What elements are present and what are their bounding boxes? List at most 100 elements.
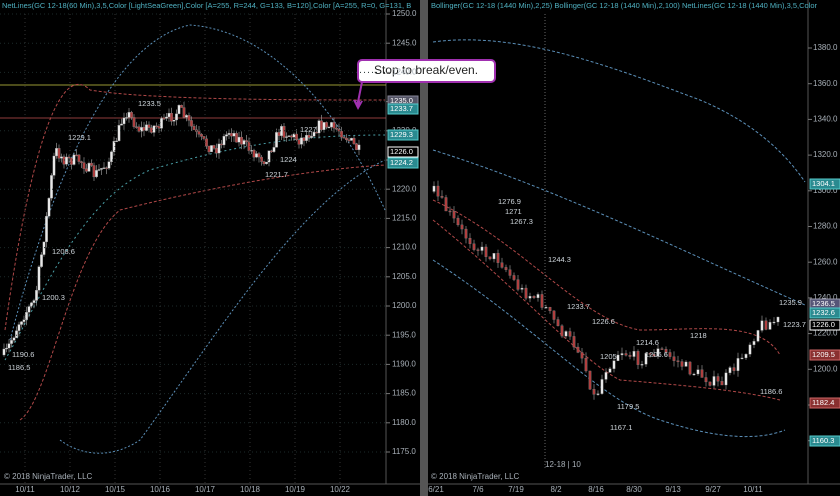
candle-body xyxy=(728,367,732,374)
candle-body xyxy=(508,269,512,276)
candle-body xyxy=(252,150,256,158)
candle-body xyxy=(205,138,208,147)
candle-body xyxy=(432,185,436,192)
candle-body xyxy=(127,112,131,118)
candle-body xyxy=(92,165,96,178)
x-tick-label: 10/17 xyxy=(195,485,216,494)
candle-body xyxy=(464,228,468,239)
candle-body xyxy=(708,381,712,386)
candle-body xyxy=(120,123,123,126)
candle-body xyxy=(225,134,228,137)
candle-body xyxy=(772,321,776,324)
chart-label: 1208.6 xyxy=(52,247,75,256)
left-header: NetLines(GC 12-18(60 Min),3,5,Color [Lig… xyxy=(2,1,411,10)
candle-body xyxy=(310,136,313,138)
y-tick-label: 1200.0 xyxy=(813,364,838,373)
candle-body xyxy=(180,105,183,108)
candle-body xyxy=(282,126,286,138)
candle-body xyxy=(257,153,261,158)
x-tick-label: 10/11 xyxy=(743,485,763,494)
price-box xyxy=(809,319,840,331)
y-tick-label: 1360.0 xyxy=(813,79,838,88)
candle-body xyxy=(110,151,113,162)
candle-body xyxy=(272,147,276,152)
candle-body xyxy=(192,126,196,130)
candle-body xyxy=(160,118,163,129)
candle-body xyxy=(492,253,496,260)
candle-body xyxy=(684,361,688,367)
candle-body xyxy=(217,143,221,154)
candle-body xyxy=(87,162,91,172)
candle-body xyxy=(235,133,238,143)
candle-body xyxy=(332,122,336,129)
y-tick-label: 1245.0 xyxy=(392,38,417,47)
candle-body xyxy=(77,154,81,162)
candle-body xyxy=(484,246,488,257)
chart-label: 1186.6 xyxy=(760,387,782,396)
candle-body xyxy=(660,348,664,350)
price-box xyxy=(809,307,840,319)
candle-body xyxy=(644,353,648,365)
candle-body xyxy=(287,135,291,137)
candle-body xyxy=(448,210,452,213)
candle-body xyxy=(676,360,680,362)
panel-divider xyxy=(420,0,428,496)
chart-label: 1224 xyxy=(280,155,297,164)
y-tick-label: 1340.0 xyxy=(813,115,838,124)
candle-body xyxy=(102,167,106,169)
right-bands xyxy=(432,39,806,438)
x-tick-label: 10/12 xyxy=(60,485,81,494)
candle-body xyxy=(564,331,568,337)
candle-body xyxy=(692,373,696,376)
candle-body xyxy=(190,120,193,127)
copyright: © 2018 NinjaTrader, LLC xyxy=(4,472,93,481)
candle-body xyxy=(580,352,584,359)
candle-body xyxy=(7,343,11,349)
lower-band xyxy=(19,164,386,421)
x-tick-label: 9/27 xyxy=(705,485,721,494)
candle-body xyxy=(270,150,273,152)
chart-label: 1229.1 xyxy=(68,133,91,142)
candle-body xyxy=(612,360,616,369)
chart-label: 1190.6 xyxy=(12,350,34,359)
candle-body xyxy=(345,137,348,141)
candle-body xyxy=(472,243,476,250)
candle-body xyxy=(322,122,326,130)
candle-body xyxy=(90,162,93,166)
candle-body xyxy=(696,369,700,375)
y-tick-label: 1190.0 xyxy=(392,360,416,369)
candle-body xyxy=(440,196,444,198)
candle-body xyxy=(748,344,752,355)
chart-label: 1267.3 xyxy=(510,217,533,226)
candle-body xyxy=(222,136,226,146)
price-label: 1209.5 xyxy=(812,350,835,359)
candle-body xyxy=(340,130,343,138)
y-tick-label: 1200.0 xyxy=(392,301,417,310)
candle-body xyxy=(560,325,564,337)
candle-body xyxy=(230,133,233,137)
candle-body xyxy=(305,134,308,141)
candle-body xyxy=(50,175,53,199)
candle-body xyxy=(516,279,520,290)
candle-body xyxy=(540,294,544,308)
candle-body xyxy=(476,249,480,251)
candle-body xyxy=(604,372,608,380)
candle-body xyxy=(245,140,248,142)
candle-body xyxy=(82,162,86,169)
candle-body xyxy=(220,143,223,146)
candle-body xyxy=(135,126,138,128)
candle-body xyxy=(290,135,293,138)
candle-body xyxy=(576,346,580,353)
right-header: Bollinger(GC 12-18 (1440 Min),2,25) Boll… xyxy=(431,1,818,10)
candle-body xyxy=(636,351,640,365)
price-box xyxy=(387,103,419,115)
candle-body xyxy=(75,154,78,157)
chart-label: 1233.7 xyxy=(567,302,590,311)
candle-body xyxy=(628,355,632,357)
candle-body xyxy=(496,253,500,263)
price-box xyxy=(809,397,840,409)
y-tick-label: 1300.0 xyxy=(813,186,838,195)
candle-body xyxy=(724,372,728,386)
annotation: Stop to break/even. xyxy=(353,59,496,110)
candle-body xyxy=(688,361,692,375)
